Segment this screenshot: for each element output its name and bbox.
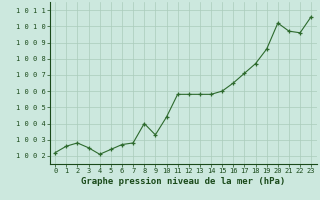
X-axis label: Graphe pression niveau de la mer (hPa): Graphe pression niveau de la mer (hPa) bbox=[81, 177, 285, 186]
